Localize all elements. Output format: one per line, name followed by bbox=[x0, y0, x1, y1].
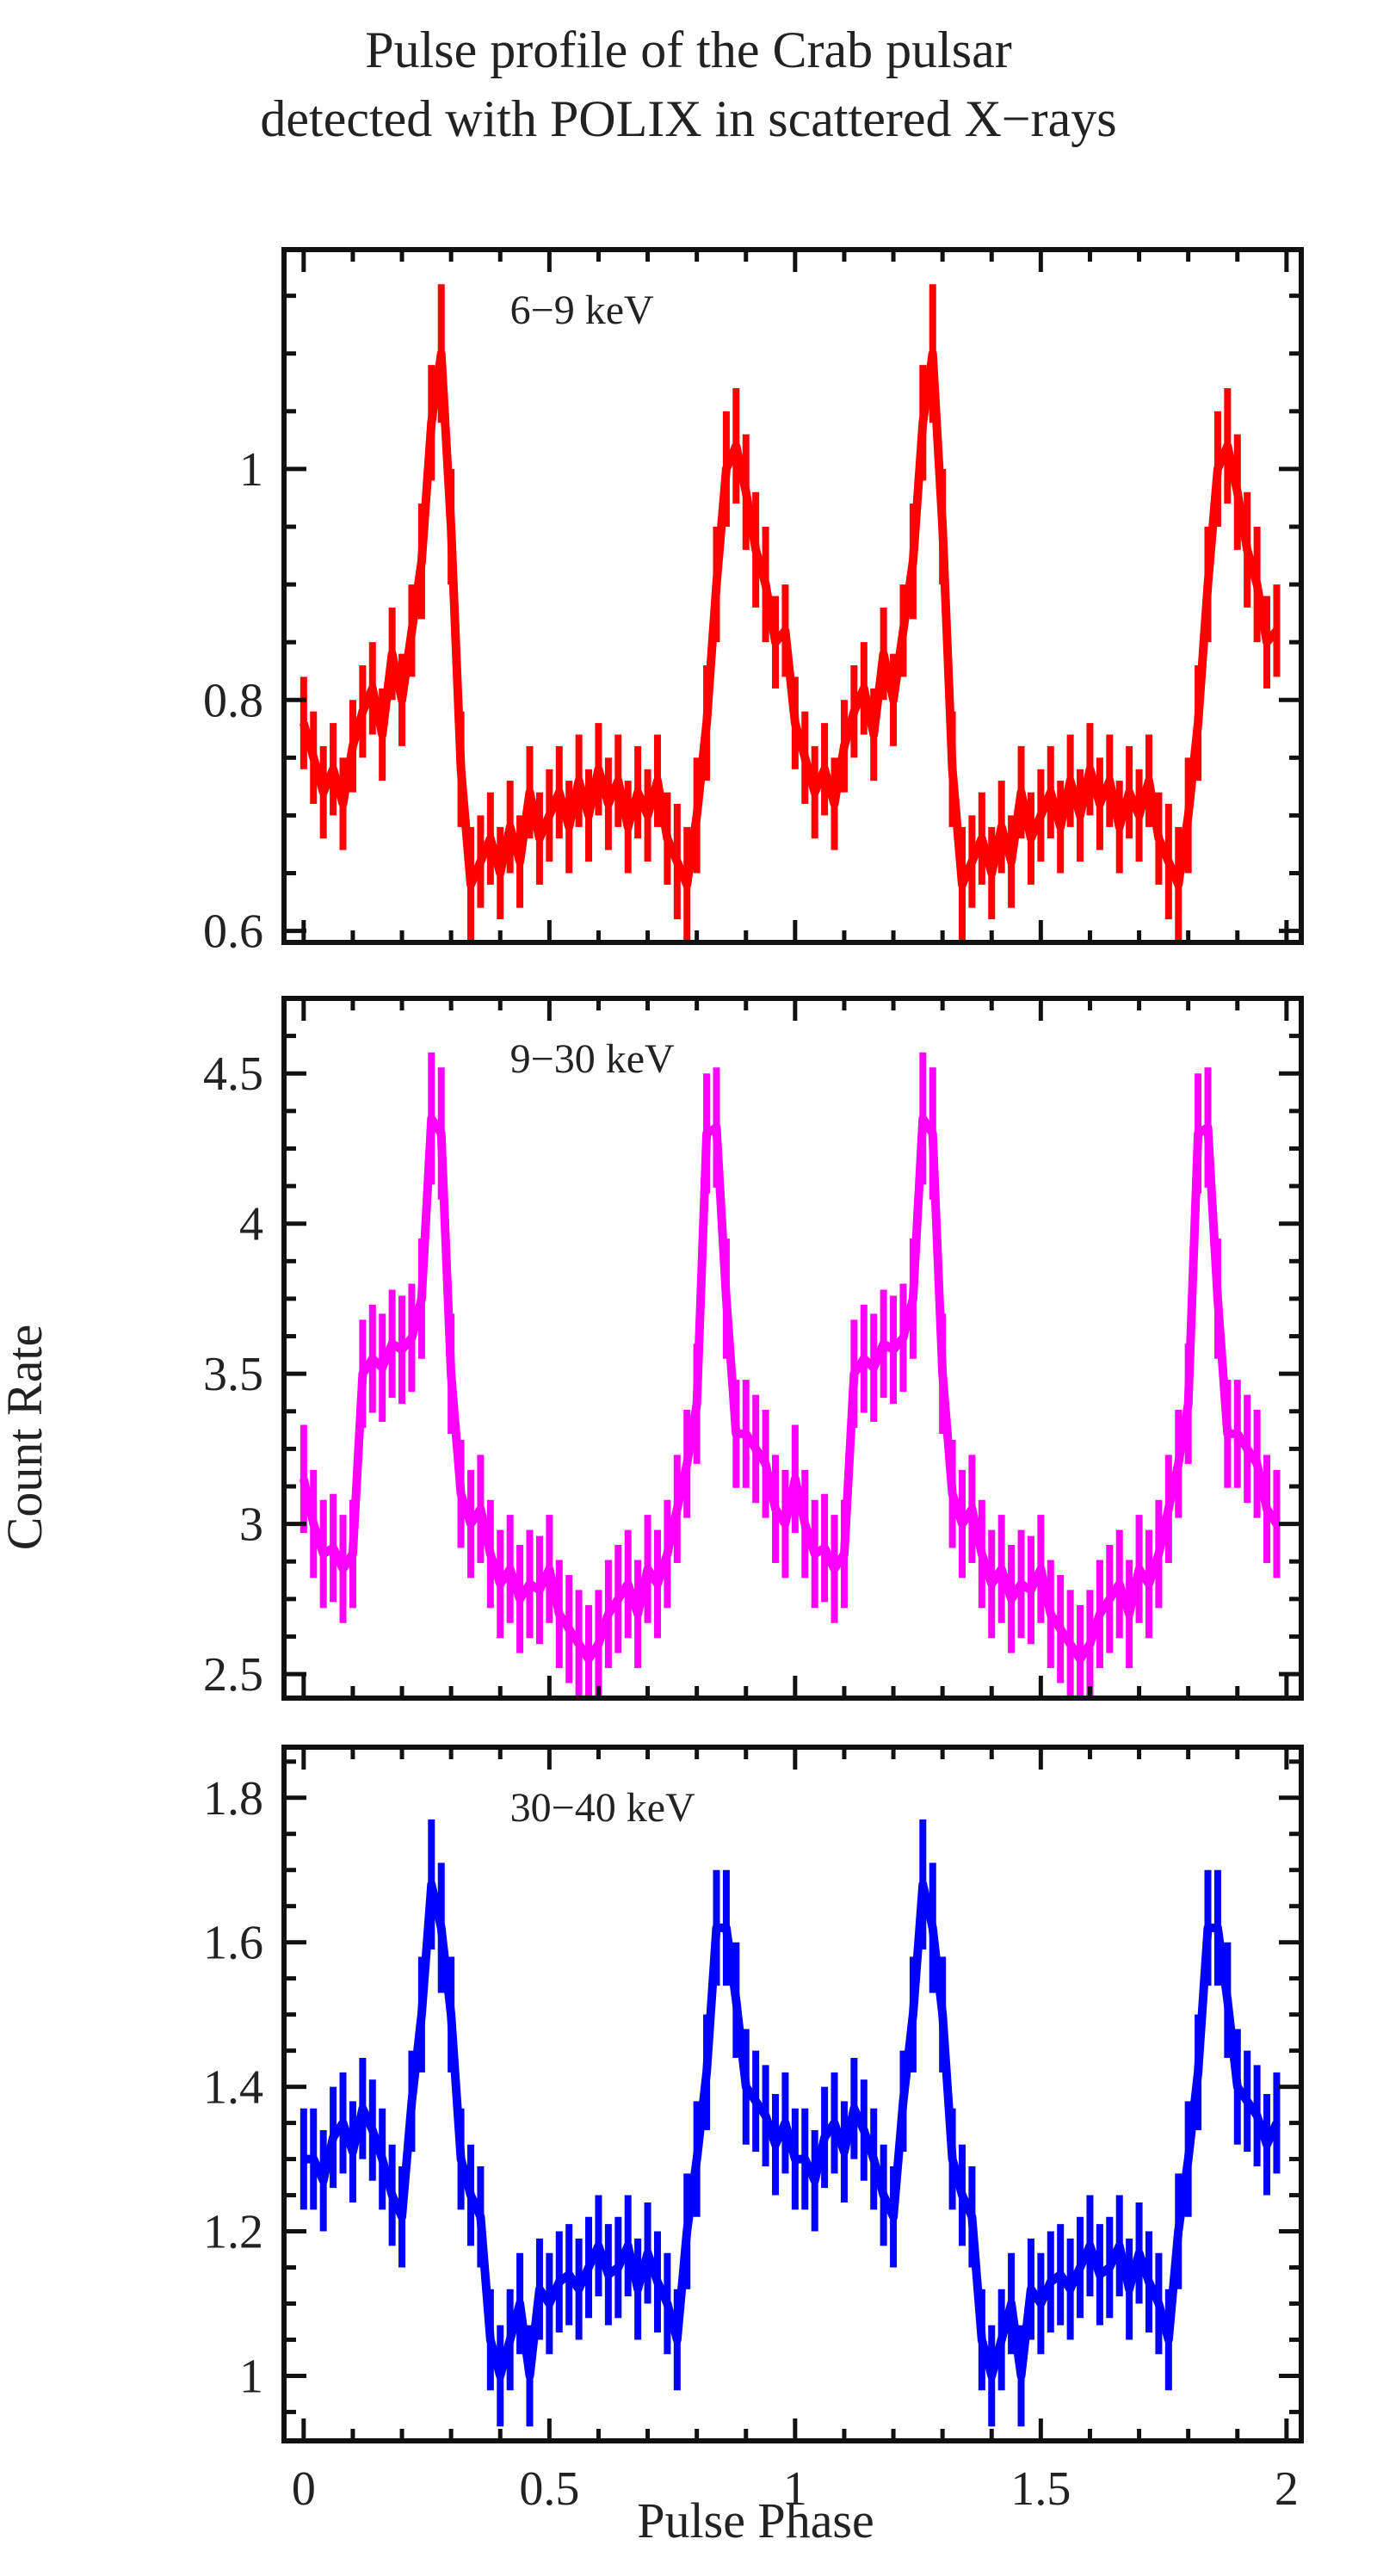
plot-frame bbox=[281, 996, 1304, 1701]
series-line bbox=[299, 1114, 1281, 1664]
panel-2: 2.5 3 3.5 4 4.5 9−30 keV bbox=[203, 996, 1304, 1702]
y-tick-label: 1 bbox=[239, 2350, 263, 2403]
x-tick-label: 1.5 bbox=[1010, 2462, 1071, 2516]
y-tick-label: 3.5 bbox=[203, 1348, 263, 1401]
y-tick-label: 1 bbox=[239, 443, 263, 497]
y-tick-label: 3 bbox=[239, 1498, 263, 1552]
energy-band-label: 30−40 keV bbox=[510, 1785, 695, 1831]
y-tick-label: 1.4 bbox=[203, 2061, 263, 2115]
chart-title-line-2: detected with POLIX in scattered X−rays bbox=[260, 90, 1116, 147]
panels: 0.6 0.8 1 6−9 keV 2.5 3 3.5 4 4.5 9−30 keV 1 1.2 1.4… bbox=[203, 247, 1304, 2516]
series-line bbox=[303, 1880, 1281, 2381]
y-tick-label: 0.8 bbox=[203, 674, 263, 727]
y-tick-label: 4 bbox=[239, 1198, 263, 1251]
plot-frame bbox=[281, 1745, 1304, 2443]
x-tick-label: 2 bbox=[1275, 2462, 1299, 2516]
series-3 bbox=[299, 1819, 1281, 2427]
panel-1: 0.6 0.8 1 6−9 keV bbox=[203, 247, 1304, 959]
plot-frame bbox=[281, 247, 1304, 945]
series-2 bbox=[299, 1052, 1281, 1698]
chart-title-line-1: Pulse profile of the Crab pulsar bbox=[365, 22, 1012, 78]
x-tick-label: 1 bbox=[783, 2462, 807, 2516]
series-line bbox=[299, 349, 1281, 889]
y-tick-label: 4.5 bbox=[203, 1047, 263, 1101]
energy-band-label: 9−30 keV bbox=[510, 1036, 675, 1082]
y-tick-label: 1.2 bbox=[203, 2206, 263, 2259]
x-tick-label: 0.5 bbox=[519, 2462, 579, 2516]
y-tick-label: 1.6 bbox=[203, 1917, 263, 1970]
series-1 bbox=[299, 284, 1281, 942]
y-tick-label: 1.8 bbox=[203, 1772, 263, 1825]
x-axis-label: Pulse Phase bbox=[637, 2493, 874, 2548]
y-axis-label: Count Rate bbox=[0, 1325, 52, 1551]
y-tick-label: 0.6 bbox=[203, 905, 263, 959]
panel-3: 1 1.2 1.4 1.6 1.8 0 0.5 1 1.5 2 30−40 keV bbox=[203, 1745, 1304, 2516]
energy-band-label: 6−9 keV bbox=[510, 287, 654, 333]
y-tick-label: 2.5 bbox=[203, 1648, 263, 1702]
x-tick-label: 0 bbox=[292, 2462, 316, 2516]
